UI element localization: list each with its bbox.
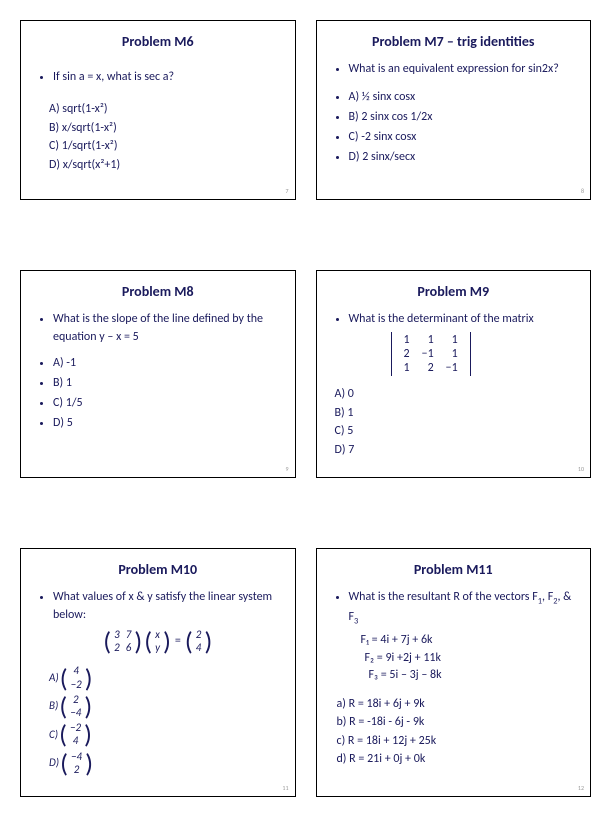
option: C) 1/sqrt(1-x²) <box>49 137 281 156</box>
slide-m6: Problem M6 If sin a = x, what is sec a? … <box>20 20 296 200</box>
options: A)(4−2) B)(2−4) C)(−24) D)(−42) <box>35 664 281 776</box>
question-text: What values of x & y satisfy the linear … <box>53 588 281 624</box>
slide-title: Problem M11 <box>331 561 577 578</box>
option: A) ½ sinx cosx <box>349 88 577 106</box>
page-number: 10 <box>578 465 584 473</box>
slide-title: Problem M9 <box>331 283 577 300</box>
option: b) R = -18i - 6j - 9k <box>337 713 577 732</box>
slide-m11: Problem M11 What is the resultant R of t… <box>316 548 592 797</box>
equation: (3726) (xy) = (24) <box>35 628 281 654</box>
page-number: 8 <box>581 187 584 195</box>
vector-f3: F₃ = 5i – 3j – 8k <box>361 667 577 684</box>
slide-title: Problem M8 <box>35 283 281 300</box>
slide-title: Problem M7 – trig identities <box>331 33 577 50</box>
page-number: 7 <box>285 187 288 195</box>
option: D) 2 sinx/secx <box>349 148 577 166</box>
page-number: 9 <box>285 465 288 473</box>
slides-grid: Problem M6 If sin a = x, what is sec a? … <box>20 20 591 797</box>
matrix: 111 2−11 12−1 <box>391 332 471 376</box>
vector-f1: F₁ = 4i + 7j + 6k <box>361 632 577 649</box>
slide-m10: Problem M10 What values of x & y satisfy… <box>20 548 296 797</box>
question-text: What is the determinant of the matrix <box>349 310 577 328</box>
option: C) 1/5 <box>53 394 281 412</box>
question-text: What is the resultant R of the vectors F… <box>349 588 577 628</box>
option: B) 1 <box>335 404 577 423</box>
option: D) 7 <box>335 441 577 460</box>
slide-title: Problem M6 <box>35 33 281 50</box>
option: C) -2 sinx cosx <box>349 128 577 146</box>
option: D) x/sqrt(x²+1) <box>49 156 281 175</box>
option: B) 1 <box>53 374 281 392</box>
page-number: 12 <box>578 784 584 792</box>
option: D) 5 <box>53 414 281 432</box>
question-text: If sin a = x, what is sec a? <box>53 68 281 86</box>
slide-m7: Problem M7 – trig identities What is an … <box>316 20 592 200</box>
question-text: What is an equivalent expression for sin… <box>349 60 577 78</box>
option: A) 0 <box>335 385 577 404</box>
option: C) 5 <box>335 422 577 441</box>
option: d) R = 21i + 0j + 0k <box>337 750 577 769</box>
option: B) 2 sinx cos 1/2x <box>349 108 577 126</box>
slide-m9: Problem M9 What is the determinant of th… <box>316 270 592 478</box>
option: A) -1 <box>53 354 281 372</box>
slide-title: Problem M10 <box>35 561 281 578</box>
option: A) sqrt(1-x²) <box>49 100 281 119</box>
page-number: 11 <box>282 784 288 792</box>
slide-m8: Problem M8 What is the slope of the line… <box>20 270 296 478</box>
question-text: What is the slope of the line defined by… <box>53 310 281 346</box>
option: B) x/sqrt(1-x²) <box>49 119 281 138</box>
vector-f2: F₂ = 9i +2j + 11k <box>361 650 577 667</box>
option: c) R = 18i + 12j + 25k <box>337 732 577 751</box>
option: a) R = 18i + 6j + 9k <box>337 695 577 714</box>
